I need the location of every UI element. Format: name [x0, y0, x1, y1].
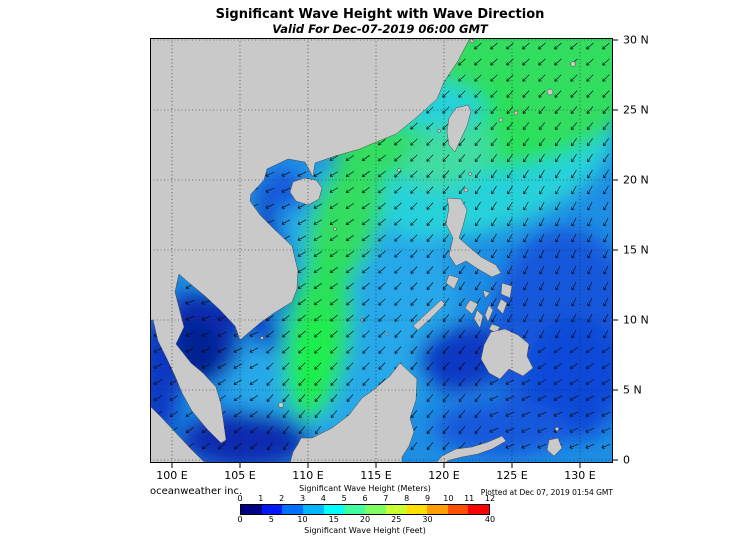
graticule-grid — [150, 38, 613, 463]
colorbar-meters-ticks: 0 1 2 3 4 5 6 7 8 9 10 11 12 — [237, 494, 495, 504]
colorbar-feet-ticks: 0 5 10 15 20 25 30 40 — [237, 515, 495, 525]
colorbar-tick-label: 6 — [362, 494, 368, 503]
colorbar-tick-label: 40 — [484, 515, 496, 524]
land-pratas-island — [397, 168, 401, 172]
colorbar-tick-label: 15 — [328, 515, 339, 524]
colorbar-segment — [385, 505, 407, 514]
colorbar-segment — [427, 505, 448, 514]
colorbar-tick-label: 5 — [268, 515, 274, 524]
land-taiwan — [446, 104, 472, 153]
colorbar-meters-label: Significant Wave Height (Meters) — [299, 484, 431, 493]
lon-tick-label: 125 E — [496, 469, 528, 482]
lon-tick-label: 115 E — [360, 469, 392, 482]
colorbar-segment — [282, 505, 304, 514]
colorbar-tick-label: 0 — [237, 515, 243, 524]
lat-tick-label: 20 N — [623, 173, 649, 187]
land-miyako-island — [513, 110, 519, 116]
colorbar-tick-label: 2 — [279, 494, 285, 503]
land-borneo — [289, 362, 418, 463]
land-masbate — [482, 289, 491, 299]
land-mainland-asia — [150, 38, 471, 444]
land-conson-island — [260, 336, 264, 340]
land-mindoro — [445, 274, 460, 290]
colorbar-tick-label: 20 — [359, 515, 371, 524]
colorbar-segment — [303, 505, 324, 514]
land-penghu-island — [437, 129, 441, 133]
map-border — [150, 38, 613, 463]
land-cebu — [484, 304, 494, 323]
colorbar-segment — [261, 505, 283, 514]
lon-tick-label: 130 E — [564, 469, 596, 482]
chart-subtitle: Valid For Dec-07-2019 06:00 GMT — [272, 22, 488, 36]
colorbar-tick-label: 10 — [297, 515, 308, 524]
lon-tick-label: 100 E — [156, 469, 188, 482]
land-paracel-island — [333, 227, 337, 231]
lat-tick-label: 25 N — [623, 103, 649, 117]
colorbar-segment — [241, 505, 262, 514]
colorbar-tick-label: 0 — [237, 494, 243, 503]
colorbar-segment — [406, 505, 428, 514]
land-leyte — [496, 298, 508, 315]
plotted-timestamp: Plotted at Dec 07, 2019 01:54 GMT — [480, 488, 613, 497]
lat-tick-label: 5 N — [623, 383, 642, 397]
land-masses — [150, 38, 576, 463]
colorbar-tick-label: 10 — [443, 494, 454, 503]
land-okinawa-island — [546, 88, 554, 96]
land-batanes-island — [468, 172, 472, 176]
colorbar-tick-label: 4 — [320, 494, 326, 503]
lon-tick-label: 110 E — [292, 469, 324, 482]
axis-tick-marks — [171, 39, 618, 468]
land-zhoushan-island — [469, 38, 475, 44]
land-sumatra — [150, 405, 207, 463]
colorbar-tick-label: 7 — [383, 494, 389, 503]
colorbar-tick-label: 11 — [464, 494, 475, 503]
colorbar-segment — [323, 505, 345, 514]
land-luzon — [445, 197, 502, 278]
credit-text: oceanweather inc. — [150, 486, 243, 497]
colorbar-tick-label: 12 — [484, 494, 496, 503]
land-babuyan-island — [463, 187, 469, 193]
colorbar-segment — [447, 505, 469, 514]
colorbar-segment — [468, 505, 490, 514]
lon-tick-label: 120 E — [428, 469, 460, 482]
land-panay — [464, 299, 479, 315]
lon-tick-label: 105 E — [224, 469, 256, 482]
land-amami-island — [570, 61, 576, 67]
wave-map — [150, 38, 618, 468]
land-spratly-island-1 — [360, 318, 364, 322]
colorbar-gradient — [240, 504, 490, 515]
colorbar-feet-label: Significant Wave Height (Feet) — [304, 526, 426, 535]
colorbar-tick-label: 5 — [341, 494, 347, 503]
colorbar-tick-label: 1 — [258, 494, 264, 503]
land-mindanao — [480, 328, 534, 380]
land-morotai-island — [554, 426, 560, 432]
land-natuna-island — [278, 402, 284, 408]
colorbar-segment — [344, 505, 366, 514]
land-spratly-island-2 — [385, 332, 389, 336]
colorbar-tick-label: 8 — [404, 494, 410, 503]
land-negros — [473, 309, 484, 329]
colorbar-segment — [365, 505, 386, 514]
land-palawan — [412, 299, 446, 331]
land-sulawesi — [435, 435, 507, 463]
lat-tick-label: 30 N — [623, 33, 649, 47]
lat-tick-label: 10 N — [623, 313, 649, 327]
lat-tick-label: 0 — [623, 453, 630, 467]
chart-title: Significant Wave Height with Wave Direct… — [215, 7, 545, 22]
land-samar — [500, 282, 513, 299]
land-halmahera — [546, 437, 563, 457]
colorbar-tick-label: 3 — [299, 494, 306, 503]
colorbar-tick-label: 30 — [422, 515, 433, 524]
lat-tick-label: 15 N — [623, 243, 649, 257]
land-ishigaki-island — [498, 117, 504, 123]
colorbar-tick-label: 25 — [391, 515, 402, 524]
colorbar-tick-label: 9 — [424, 494, 431, 503]
